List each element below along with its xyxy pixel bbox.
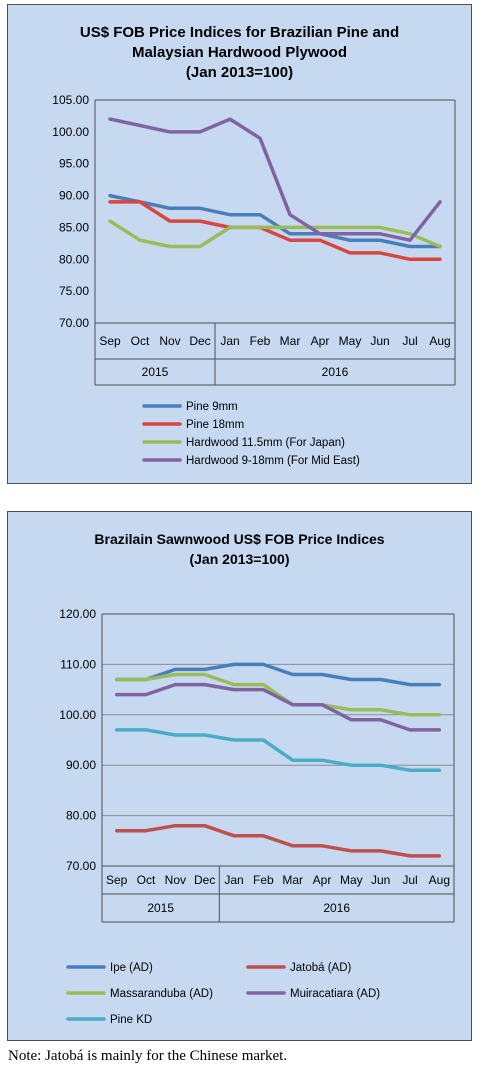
y-tick-label: 80.00 (66, 809, 96, 823)
year-label: 2016 (323, 901, 350, 915)
chart2-title-line1: Brazilain Sawnwood US$ FOB Price Indices (94, 531, 385, 547)
series-line-1 (114, 662, 442, 687)
year-label: 2016 (322, 365, 349, 379)
series-line-4 (108, 117, 442, 242)
legend-label-4: Hardwood 9-18mm (For Mid East) (186, 455, 360, 467)
series-line-5 (114, 728, 442, 772)
series-line-1 (108, 193, 442, 249)
x-tick-label: Mar (282, 873, 303, 887)
x-tick-label: Apr (313, 873, 332, 887)
x-tick-label: Sep (106, 873, 128, 887)
x-tick-label: Jan (224, 873, 243, 887)
x-tick-label: Apr (311, 334, 330, 348)
y-tick-label: 70.00 (59, 316, 89, 330)
legend-label-5: Pine KD (110, 1014, 152, 1026)
x-tick-label: Oct (137, 873, 156, 887)
plywood-chart-svg: 70.00 75.00 80.00 85.00 90.00 95.00 100.00 105.… (52, 93, 456, 467)
legend-label-3: Hardwood 11.5mm (For Japan) (186, 437, 345, 449)
year-label: 2015 (142, 365, 169, 379)
chart1-title-line3: (Jan 2013=100) (185, 64, 294, 81)
chart1-title-line1: US$ FOB Price Indices for Brazilian Pine… (79, 24, 400, 41)
legend-label-2: Jatobá (AD) (290, 962, 352, 974)
sawnwood-chart-svg: 70.00 80.00 90.00 100.00 110.00 120.00 Sep Oct N… (59, 607, 455, 1026)
x-tick-label: Mar (280, 334, 301, 348)
y-tick-label: 85.00 (59, 220, 89, 234)
series-line-4 (114, 682, 442, 732)
y-tick-label: 95.00 (59, 157, 89, 171)
legend-label-1: Pine 9mm (186, 401, 238, 413)
x-tick-label: Jun (370, 334, 389, 348)
x-tick-label: Jul (402, 334, 417, 348)
series-line-2 (114, 823, 442, 858)
sawnwood-chart-panel: Brazilain Sawnwood US$ FOB Price Indices… (7, 511, 472, 1041)
x-tick-label: Jan (220, 334, 239, 348)
chart1-title-line2: Malaysian Hardwood Plywood (131, 44, 348, 61)
y-tick-label: 100.00 (52, 125, 89, 139)
category-axis-area (95, 323, 455, 385)
footnote: Note: Jatobá is mainly for the Chinese m… (8, 1048, 288, 1064)
year-label: 2015 (147, 901, 174, 915)
y-tick-label: 90.00 (66, 758, 96, 772)
y-tick-label: 70.00 (66, 859, 96, 873)
y-tick-label: 75.00 (59, 284, 89, 298)
x-tick-label: May (339, 334, 362, 348)
x-tick-label: Dec (194, 873, 215, 887)
x-tick-label: Jun (371, 873, 390, 887)
series-line-3 (108, 219, 442, 249)
series-line-2 (108, 200, 442, 262)
plot-area (95, 100, 455, 323)
x-tick-label: Aug (429, 334, 450, 348)
y-tick-label: 80.00 (59, 252, 89, 266)
x-tick-label: Feb (250, 334, 271, 348)
legend-label-1: Ipe (AD) (110, 962, 153, 974)
x-tick-label: Feb (253, 873, 274, 887)
plywood-chart-panel: US$ FOB Price Indices for Brazilian Pine… (7, 4, 472, 484)
legend-label-3: Massaranduba (AD) (110, 988, 213, 1000)
y-tick-label: 100.00 (59, 708, 96, 722)
y-tick-label: 110.00 (60, 657, 96, 671)
legend-label-4: Muiracatiara (AD) (290, 988, 380, 1000)
x-tick-label: Nov (159, 334, 180, 348)
x-tick-label: Aug (429, 873, 450, 887)
series-line-3 (114, 672, 442, 717)
y-tick-label: 90.00 (59, 189, 89, 203)
x-tick-label: Oct (131, 334, 150, 348)
x-tick-label: Dec (189, 334, 210, 348)
x-tick-label: Nov (165, 873, 186, 887)
x-tick-label: May (340, 873, 363, 887)
plot-area (102, 614, 454, 866)
chart2-title-line2: (Jan 2013=100) (189, 551, 290, 567)
x-tick-label: Sep (99, 334, 121, 348)
y-tick-label: 120.00 (59, 607, 96, 621)
x-tick-label: Jul (402, 873, 417, 887)
y-tick-label: 105.00 (52, 93, 89, 107)
legend-label-2: Pine 18mm (186, 419, 244, 431)
